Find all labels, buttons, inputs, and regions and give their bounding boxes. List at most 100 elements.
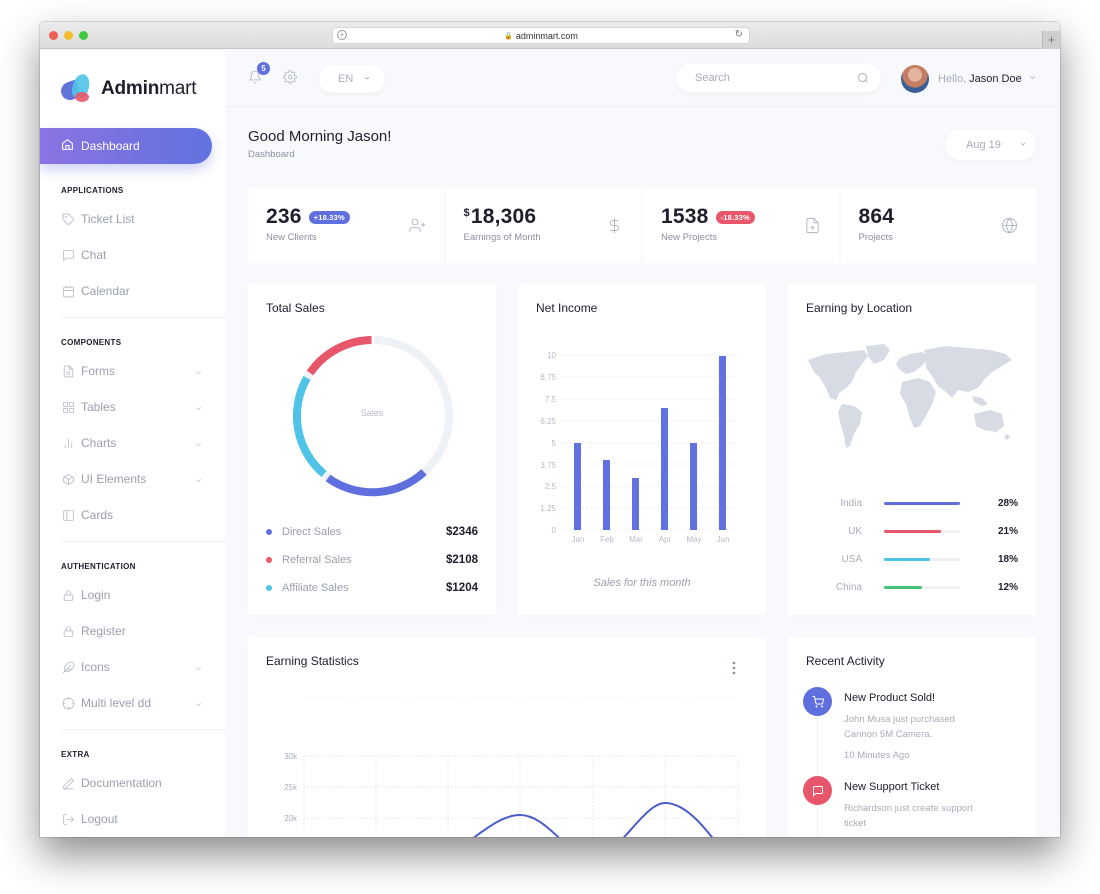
feather-icon	[61, 660, 75, 674]
world-map	[808, 344, 1012, 448]
sidebar-item-register[interactable]: Register	[40, 613, 225, 649]
chevron-down-icon	[1019, 139, 1027, 151]
brand-logo[interactable]: Adminmart	[40, 50, 225, 112]
sidebar-item-forms[interactable]: Forms	[40, 353, 225, 389]
stat-card-new-clients: 236 +18.33% New Clients	[248, 188, 444, 263]
box-icon	[61, 472, 75, 486]
stat-label: Projects	[858, 232, 893, 243]
chevron-down-icon[interactable]	[194, 474, 203, 488]
section-label-authentication: AUTHENTICATION	[61, 562, 136, 571]
dollar-icon	[606, 217, 623, 239]
change-badge: -18.33%	[715, 210, 755, 224]
legend-item: Direct Sales $2346	[266, 526, 478, 538]
sidebar-item-label: Logout	[81, 812, 118, 826]
country-percentage: 18%	[997, 554, 1018, 565]
progress-fill	[884, 502, 960, 505]
progress-track	[884, 530, 960, 533]
sidebar-item-tables[interactable]: Tables	[40, 389, 225, 425]
progress-track	[884, 558, 960, 561]
file-text-icon	[61, 364, 75, 378]
sidebar-item-charts[interactable]: Charts	[40, 425, 225, 461]
breadcrumb[interactable]: Dashboard	[248, 149, 295, 160]
sidebar-item-label: Cards	[81, 508, 114, 522]
sidebar-item-label: Charts	[81, 436, 117, 450]
sidebar-item-chat[interactable]: Chat	[40, 237, 225, 273]
total-sales-card: Total Sales Sales Direct Sales $2346	[248, 284, 496, 615]
search-icon[interactable]	[857, 72, 869, 87]
window-controls	[49, 31, 88, 40]
bar-chart-icon	[61, 436, 75, 450]
earning-by-location-card: Earning by Location	[788, 284, 1036, 615]
maximize-window-button[interactable]	[79, 31, 88, 40]
page-title: Good Morning Jason!	[248, 128, 392, 145]
stat-label: New Projects	[661, 232, 717, 243]
earning-statistics-line-chart: 30k 25k 20k 15k	[284, 697, 738, 823]
stat-card-earnings: $18,306 Earnings of Month	[445, 188, 641, 263]
legend-dot	[266, 529, 272, 535]
language-select[interactable]: EN	[319, 65, 385, 93]
divider	[61, 541, 225, 542]
recent-activity-card: Recent Activity New Product Sold! John M…	[788, 637, 1036, 837]
message-square-icon	[61, 248, 75, 262]
activity-item[interactable]: New Product Sold! John Musa just purchas…	[803, 687, 1021, 767]
sidebar-item-label: Forms	[81, 364, 115, 378]
address-bar[interactable]: + 🔒 adminmart.com ↻	[332, 27, 750, 44]
activity-item[interactable]: New Support Ticket Richardson just creat…	[803, 776, 1021, 837]
chevron-down-icon[interactable]	[194, 662, 203, 676]
reload-icon[interactable]: ↻	[734, 29, 743, 40]
country-name: India	[840, 498, 862, 509]
avatar[interactable]	[901, 65, 929, 93]
date-filter-select[interactable]: Aug 19	[945, 130, 1036, 160]
sidebar-item-ui-elements[interactable]: UI Elements	[40, 461, 225, 497]
sidebar-item-label: Tables	[81, 400, 116, 414]
user-menu[interactable]: Hello, Jason Doe	[901, 65, 1037, 93]
sidebar-item-icons[interactable]: Icons	[40, 649, 225, 685]
svg-text:5: 5	[552, 439, 557, 448]
gear-icon[interactable]	[283, 70, 297, 89]
chevron-down-icon[interactable]	[194, 402, 203, 416]
svg-text:Feb: Feb	[600, 535, 614, 544]
shopping-cart-icon	[803, 687, 832, 716]
sidebar-item-label: Dashboard	[81, 139, 140, 153]
sidebar-item-label: UI Elements	[81, 472, 147, 486]
bell-icon[interactable]	[248, 70, 262, 89]
sidebar-item-dashboard[interactable]: Dashboard	[40, 128, 212, 164]
svg-text:0: 0	[552, 526, 557, 535]
sidebar-item-ticket-list[interactable]: Ticket List	[40, 201, 225, 237]
close-window-button[interactable]	[49, 31, 58, 40]
divider	[61, 317, 225, 318]
country-percentage: 28%	[997, 498, 1018, 509]
grid-icon	[61, 400, 75, 414]
total-sales-donut-chart	[292, 335, 453, 497]
net-income-bar-chart: 10 8.75 7.5 6.25 5 3.75 2.5 1.25 0	[540, 351, 738, 544]
sidebar-item-calendar[interactable]: Calendar	[40, 273, 225, 309]
svg-text:30k: 30k	[284, 752, 298, 761]
language-value: EN	[338, 73, 354, 85]
chevron-down-icon[interactable]	[194, 438, 203, 452]
crosshair-icon	[61, 696, 75, 710]
legend-item: Affiliate Sales $1204	[266, 582, 478, 594]
more-vertical-icon[interactable]	[732, 661, 736, 680]
timeline-line	[817, 712, 818, 837]
minimize-window-button[interactable]	[64, 31, 73, 40]
sidebar-item-login[interactable]: Login	[40, 577, 225, 613]
privacy-icon[interactable]: +	[337, 30, 347, 40]
stat-value: 1538	[661, 205, 709, 228]
chevron-down-icon[interactable]	[194, 366, 203, 380]
search-input[interactable]	[695, 72, 845, 84]
new-tab-button[interactable]: +	[1042, 31, 1060, 49]
card-title: Earning by Location	[806, 301, 913, 315]
chevron-down-icon[interactable]	[194, 698, 203, 712]
currency-symbol: $	[463, 207, 470, 219]
sidebar-item-cards[interactable]: Cards	[40, 497, 225, 533]
card-title: Earning Statistics	[266, 654, 359, 668]
activity-time: 10 Minutes Ago	[844, 750, 910, 761]
sidebar-item-documentation[interactable]: Documentation	[40, 765, 225, 801]
calendar-icon	[61, 284, 75, 298]
country-percentage: 21%	[997, 526, 1018, 537]
sidebar-item-logout[interactable]: Logout	[40, 801, 225, 837]
divider	[61, 729, 225, 730]
chevron-down-icon	[1028, 73, 1037, 85]
sidebar-item-multi-level-dd[interactable]: Multi level dd	[40, 685, 225, 721]
search-box[interactable]	[676, 64, 881, 92]
